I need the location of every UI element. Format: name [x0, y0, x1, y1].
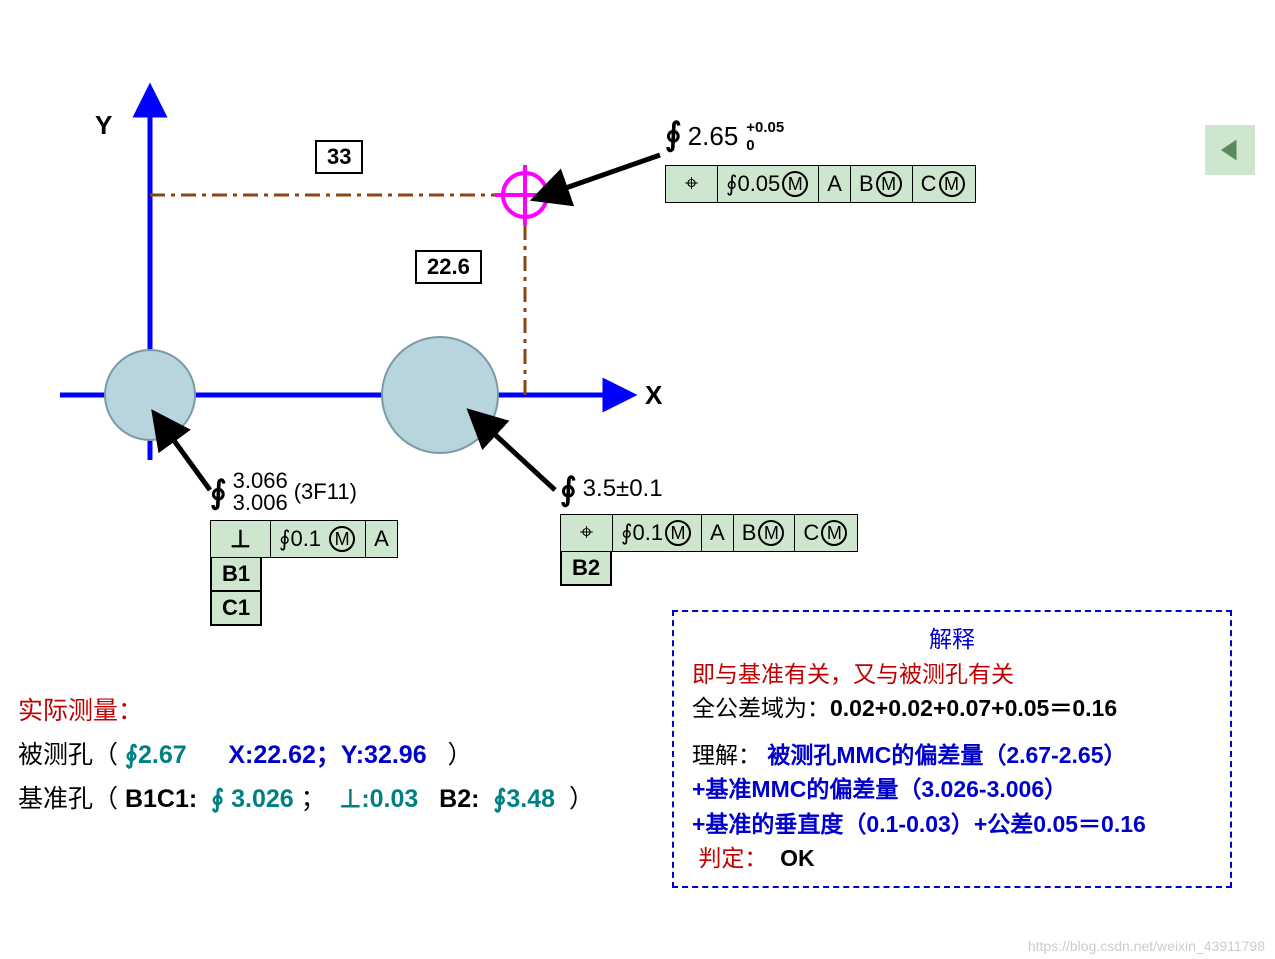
position-symbol-icon: ⌖: [580, 519, 594, 547]
fcf-tol: ∮0.1: [621, 520, 663, 546]
datum-label-b1: B1: [210, 558, 262, 592]
phi-symbol: ∮: [665, 115, 682, 153]
m-modifier-icon: M: [665, 520, 691, 546]
m-modifier-icon: M: [876, 171, 902, 197]
lower-limit: 3.006: [233, 492, 288, 514]
explanation-box: 解释 即与基准有关，又与被测孔有关 全公差域为：0.02+0.02+0.07+0…: [672, 610, 1232, 888]
watermark: https://blog.csdn.net/weixin_43911798: [1028, 938, 1265, 954]
fit-note: (3F11): [294, 479, 357, 505]
m-modifier-icon: M: [821, 520, 847, 546]
nominal-value: 3.5±0.1: [583, 475, 663, 503]
fcf-top: ⌖ ∮0.05M A BM CM: [665, 165, 976, 203]
expl-line3: 理解： 被测孔MMC的偏差量（2.67-2.65）: [692, 738, 1212, 773]
measure-line2: 基准孔（ B1C1: ∮ 3.026 ； ⊥:0.03 B2: ∮3.48 ）: [18, 778, 594, 822]
expl-line2: 全公差域为：0.02+0.02+0.07+0.05＝0.16: [692, 691, 1212, 726]
m-modifier-icon: M: [939, 171, 965, 197]
phi-symbol: ∮: [560, 470, 577, 508]
tol-lower: 0: [746, 137, 784, 155]
back-button[interactable]: [1205, 125, 1255, 175]
expl-line4: +基准MMC的偏差量（3.026-3.006）: [692, 772, 1212, 807]
expl-line6: 判定： OK: [692, 841, 1212, 876]
datum-a: A: [710, 520, 725, 546]
datum-label-c1: C1: [210, 592, 262, 626]
datum-a: A: [827, 171, 842, 197]
fcf-tol: ∮0.05: [726, 171, 780, 197]
upper-limit: 3.066: [233, 470, 288, 492]
datum-label-b2: B2: [560, 552, 612, 586]
datum-b: B: [859, 171, 874, 197]
expl-title: 解释: [692, 622, 1212, 657]
m-modifier-icon: M: [782, 171, 808, 197]
callout-left: ∮ 3.066 3.006 (3F11) ⊥ ∮0.1 M A B1 C1: [210, 470, 398, 626]
y-axis-label: Y: [95, 110, 112, 141]
measurement-section: 实际测量： 被测孔（ ∮2.67 X:22.62；Y:32.96 ） 基准孔（ …: [18, 690, 594, 821]
datum-c: C: [803, 520, 819, 546]
datum-a: A: [374, 526, 389, 552]
callout-top: ∮ 2.65 +0.05 0 ⌖ ∮0.05M A BM CM: [665, 115, 976, 203]
expl-line1: 即与基准有关，又与被测孔有关: [692, 657, 1212, 692]
x-axis-label: X: [645, 380, 662, 411]
measure-title: 实际测量：: [18, 690, 594, 734]
fcf-right: ⌖ ∮0.1M A BM CM: [560, 514, 858, 552]
nominal-value: 2.65: [688, 121, 739, 152]
phi-symbol: ∮: [210, 473, 227, 511]
datum-b: B: [742, 520, 757, 546]
triangle-left-icon: [1217, 137, 1243, 163]
position-symbol-icon: ⌖: [685, 170, 699, 198]
m-modifier-icon: M: [329, 526, 355, 552]
fcf-tol: ∮0.1: [279, 526, 321, 552]
measure-line1: 被测孔（ ∮2.67 X:22.62；Y:32.96 ）: [18, 734, 594, 778]
callout-right: ∮ 3.5±0.1 ⌖ ∮0.1M A BM CM B2: [560, 470, 858, 586]
dim-vertical: 22.6: [415, 250, 482, 284]
tol-upper: +0.05: [746, 119, 784, 137]
fcf-left: ⊥ ∮0.1 M A: [210, 520, 398, 558]
perpendicularity-symbol-icon: ⊥: [230, 525, 251, 554]
dim-horizontal: 33: [315, 140, 363, 174]
datum-c: C: [921, 171, 937, 197]
expl-line5: +基准的垂直度（0.1-0.03）+公差0.05＝0.16: [692, 807, 1212, 842]
m-modifier-icon: M: [758, 520, 784, 546]
